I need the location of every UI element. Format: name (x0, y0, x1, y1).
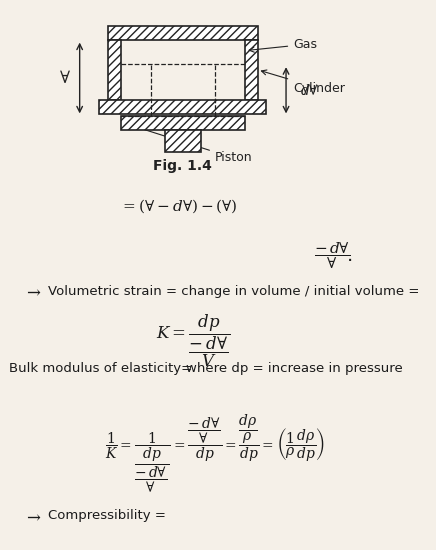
Text: $\rightarrow$: $\rightarrow$ (23, 282, 41, 300)
Bar (245, 40, 258, 100)
Text: Compressibility =: Compressibility = (48, 509, 166, 522)
Text: Piston: Piston (128, 124, 252, 164)
Text: Cylinder: Cylinder (262, 70, 345, 95)
Text: $\dfrac{1}{K} = \dfrac{1}{\dfrac{dp}{\dfrac{-\,d\forall}{\forall}}} = \dfrac{\df: $\dfrac{1}{K} = \dfrac{1}{\dfrac{dp}{\df… (105, 412, 325, 494)
Text: Fig. 1.4: Fig. 1.4 (153, 158, 212, 173)
Bar (165, 130, 201, 152)
Bar (99, 100, 266, 113)
Text: $\dfrac{-\,d\forall}{\forall}$: $\dfrac{-\,d\forall}{\forall}$ (314, 240, 351, 271)
Text: $\forall$: $\forall$ (59, 69, 72, 87)
Text: $= (\forall - d\forall) - (\forall)$: $= (\forall - d\forall) - (\forall)$ (120, 198, 238, 216)
Text: $d\forall$: $d\forall$ (300, 83, 320, 98)
Bar (121, 116, 245, 130)
Bar (108, 26, 258, 40)
Bar (108, 40, 121, 100)
Text: Gas: Gas (249, 38, 317, 52)
Text: Volumetric strain = change in volume / initial volume =: Volumetric strain = change in volume / i… (48, 285, 419, 298)
Text: Bulk modulus of elasticity=: Bulk modulus of elasticity= (9, 361, 192, 375)
Text: .: . (347, 246, 353, 265)
Text: $K = \dfrac{dp}{\dfrac{-\,d\forall}{V}}$: $K = \dfrac{dp}{\dfrac{-\,d\forall}{V}}$ (157, 312, 231, 369)
Text: where dp = increase in pressure: where dp = increase in pressure (187, 361, 403, 375)
Text: $\rightarrow$: $\rightarrow$ (23, 507, 41, 525)
